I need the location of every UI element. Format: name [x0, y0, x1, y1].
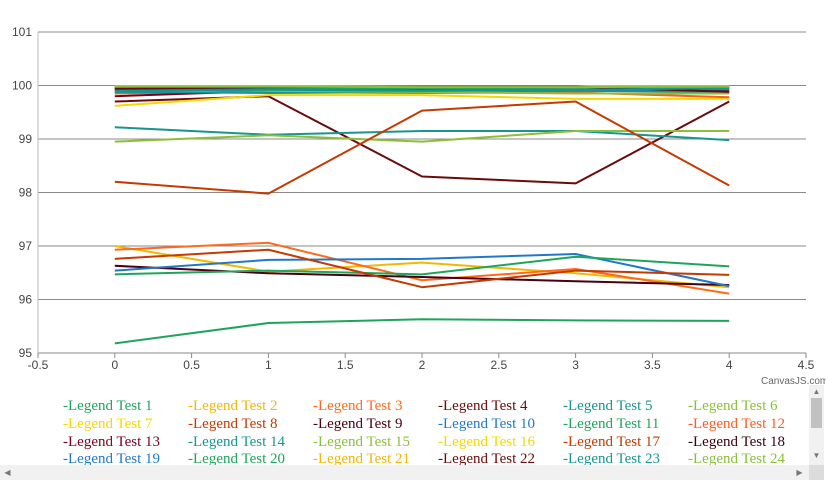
x-tick-label: 3 — [572, 358, 579, 372]
series-line-4 — [114, 95, 730, 185]
legend-item-24[interactable]: -Legend Test 24 — [688, 451, 785, 465]
series-line-24 — [114, 85, 730, 89]
series-line-9 — [114, 264, 730, 287]
legend-item-13[interactable]: -Legend Test 13 — [63, 433, 160, 450]
x-tick-label: 0.5 — [183, 358, 200, 372]
series-line-8 — [114, 100, 730, 195]
legend-item-15[interactable]: -Legend Test 15 — [313, 433, 410, 450]
series-line-5 — [114, 126, 730, 142]
legend-item-16[interactable]: -Legend Test 16 — [438, 433, 535, 450]
scrollbar-thumb[interactable] — [811, 398, 822, 428]
legend-item-12[interactable]: -Legend Test 12 — [688, 415, 785, 432]
series-line-11 — [114, 255, 730, 276]
y-tick-label: 95 — [19, 346, 33, 360]
legend-item-2[interactable]: -Legend Test 2 — [188, 398, 278, 414]
x-tick-label: 1.5 — [337, 358, 354, 372]
scrollbar-corner — [809, 465, 824, 480]
y-tick-label: 99 — [19, 132, 33, 146]
x-tick-label: 4.5 — [798, 358, 815, 372]
legend-item-18[interactable]: -Legend Test 18 — [688, 433, 785, 450]
legend-item-5[interactable]: -Legend Test 5 — [563, 398, 653, 414]
x-tick-label: 1 — [265, 358, 272, 372]
canvasjs-credit[interactable]: CanvasJS.com — [761, 376, 826, 387]
legend-vertical-scrollbar[interactable]: ▲ ▼ — [809, 385, 824, 465]
legend-item-1[interactable]: -Legend Test 1 — [63, 398, 153, 414]
legend-item-11[interactable]: -Legend Test 11 — [563, 415, 660, 432]
y-tick-label: 98 — [19, 186, 33, 200]
x-tick-label: 2 — [419, 358, 426, 372]
series-line-3 — [114, 241, 730, 295]
series-line-23 — [114, 87, 730, 92]
scroll-left-arrow-icon[interactable]: ◀ — [4, 468, 11, 477]
x-tick-label: 3.5 — [644, 358, 661, 372]
x-tick-label: -0.5 — [28, 358, 49, 372]
legend-item-10[interactable]: -Legend Test 10 — [438, 415, 535, 432]
series-line-7 — [114, 94, 730, 107]
legend-item-9[interactable]: -Legend Test 9 — [313, 415, 403, 432]
legend-horizontal-scrollbar[interactable]: ◀ ▶ — [0, 465, 809, 480]
legend-item-23[interactable]: -Legend Test 23 — [563, 451, 660, 465]
x-tick-label: 0 — [111, 358, 118, 372]
x-tick-label: 2.5 — [490, 358, 507, 372]
x-tick-label: 4 — [726, 358, 733, 372]
legend-item-4[interactable]: -Legend Test 4 — [438, 398, 528, 414]
legend-item-14[interactable]: -Legend Test 14 — [188, 433, 285, 450]
y-tick-label: 96 — [19, 293, 33, 307]
legend: -Legend Test 1 -Legend Test 2 -Legend Test… — [40, 388, 809, 465]
series-line-10 — [114, 253, 730, 288]
scroll-down-arrow-icon[interactable]: ▼ — [812, 451, 821, 460]
legend-item-8[interactable]: -Legend Test 8 — [188, 415, 278, 432]
y-tick-label: 101 — [12, 25, 32, 39]
legend-item-6[interactable]: -Legend Test 6 — [688, 398, 778, 414]
legend-item-20[interactable]: -Legend Test 20 — [188, 451, 285, 465]
y-tick-label: 97 — [19, 239, 33, 253]
legend-item-17[interactable]: -Legend Test 17 — [563, 433, 660, 450]
legend-item-3[interactable]: -Legend Test 3 — [313, 398, 403, 414]
legend-item-7[interactable]: -Legend Test 7 — [63, 415, 153, 432]
series-line-1 — [114, 318, 730, 345]
y-tick-label: 100 — [12, 79, 32, 93]
scroll-right-arrow-icon[interactable]: ▶ — [796, 468, 803, 477]
legend-item-21[interactable]: -Legend Test 21 — [313, 451, 410, 465]
series-line-6 — [114, 129, 730, 143]
series-line-17 — [114, 248, 730, 289]
legend-item-22[interactable]: -Legend Test 22 — [438, 451, 535, 465]
legend-item-19[interactable]: -Legend Test 19 — [63, 451, 160, 465]
scroll-up-arrow-icon[interactable]: ▲ — [812, 387, 821, 396]
